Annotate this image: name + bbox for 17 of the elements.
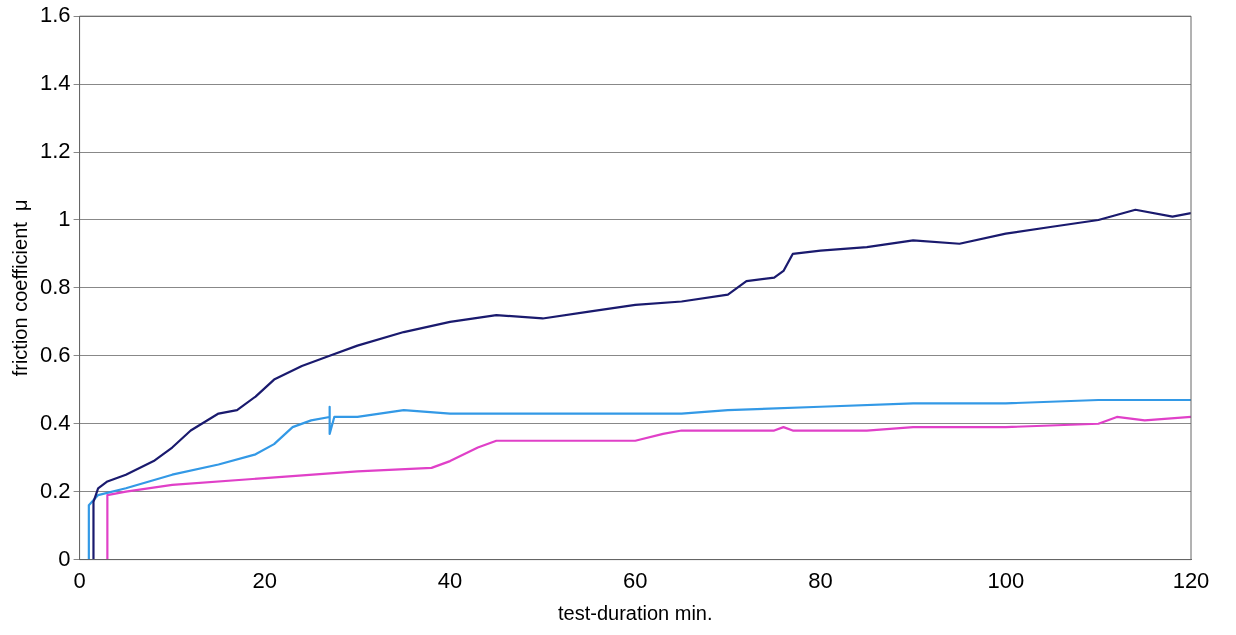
y-tick-label: 1: [58, 206, 71, 232]
y-axis-title: friction coefficient μ: [8, 199, 31, 377]
y-tick-label: 0.8: [39, 273, 71, 299]
x-tick-label: 80: [808, 567, 833, 593]
x-tick-label: 60: [623, 567, 648, 593]
y-tick-label: 1.6: [39, 2, 71, 28]
x-tick-label: 100: [987, 567, 1025, 593]
x-tick-label: 40: [437, 567, 463, 593]
y-tick-label: 0.2: [39, 477, 71, 503]
x-tick-label: 120: [1172, 567, 1210, 593]
y-tick-label: 1.4: [39, 70, 71, 96]
y-tick-label: 1.2: [39, 138, 71, 164]
x-tick-label: 20: [252, 567, 278, 593]
x-axis-title: test-duration min.: [558, 601, 713, 624]
y-tick-label: 0.4: [39, 409, 71, 435]
y-tick-label: 0.6: [39, 341, 71, 367]
y-tick-label: 0: [58, 545, 71, 571]
